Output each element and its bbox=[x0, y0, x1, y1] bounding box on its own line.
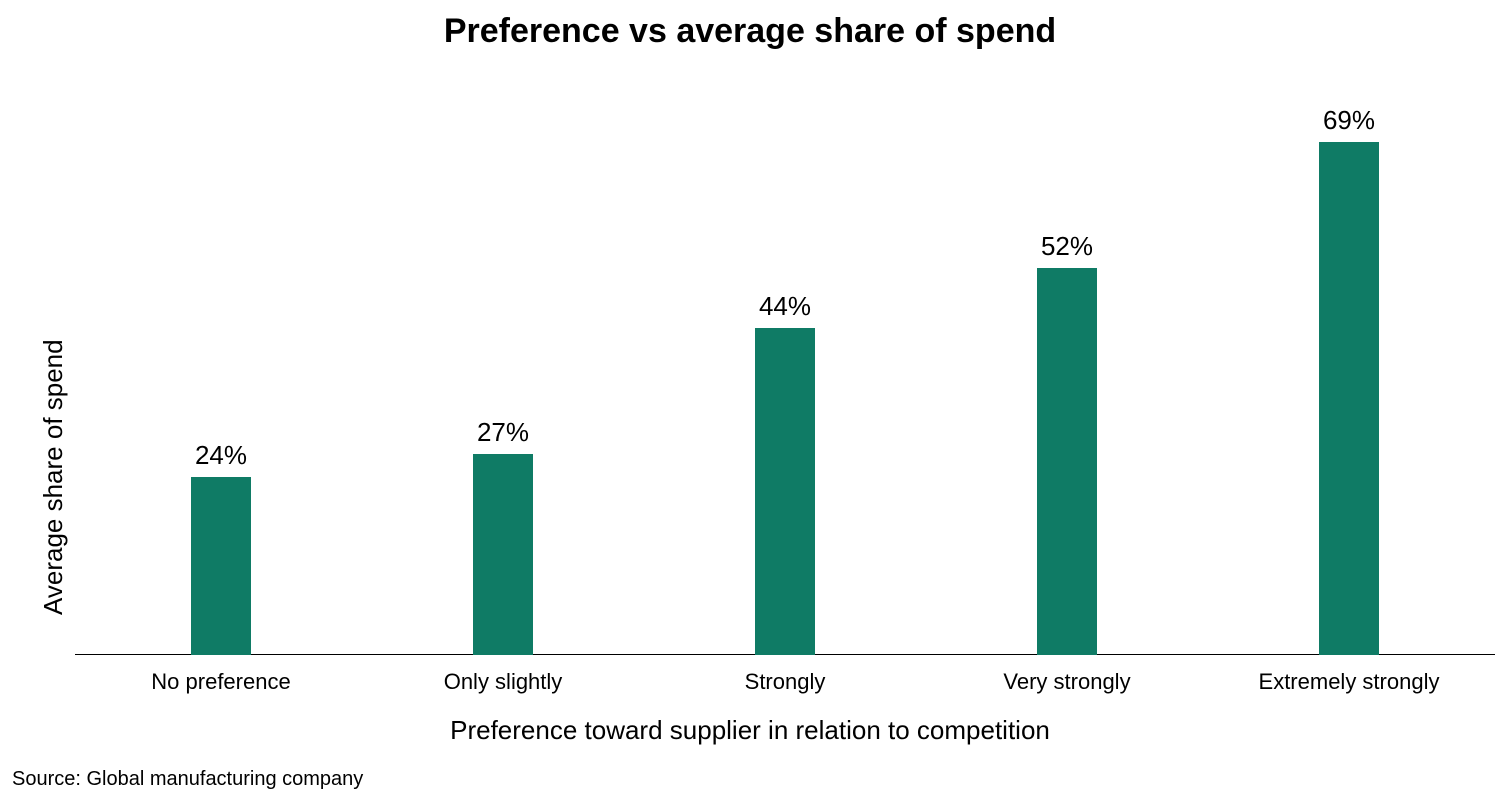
bar bbox=[191, 477, 250, 655]
x-tick-label: Very strongly bbox=[1003, 669, 1130, 695]
x-tick-label: Only slightly bbox=[444, 669, 563, 695]
bar-value-label: 24% bbox=[195, 440, 247, 471]
bar bbox=[1037, 268, 1096, 655]
x-tick-label: No preference bbox=[151, 669, 290, 695]
x-axis-label: Preference toward supplier in relation t… bbox=[0, 715, 1500, 746]
bar-slot: 44%Strongly bbox=[644, 90, 926, 655]
x-tick-label: Strongly bbox=[745, 669, 826, 695]
bars-container: 24%No preference27%Only slightly44%Stron… bbox=[80, 90, 1490, 655]
bar-slot: 24%No preference bbox=[80, 90, 362, 655]
source-text: Source: Global manufacturing company bbox=[12, 768, 363, 791]
bar bbox=[473, 454, 532, 655]
bar-value-label: 27% bbox=[477, 417, 529, 448]
plot-area: 24%No preference27%Only slightly44%Stron… bbox=[80, 90, 1490, 655]
bar-slot: 69%Extremely strongly bbox=[1208, 90, 1490, 655]
bar-value-label: 52% bbox=[1041, 231, 1093, 262]
x-tick-label: Extremely strongly bbox=[1259, 669, 1440, 695]
bar-slot: 52%Very strongly bbox=[926, 90, 1208, 655]
bar-slot: 27%Only slightly bbox=[362, 90, 644, 655]
bar-value-label: 69% bbox=[1323, 105, 1375, 136]
bar-value-label: 44% bbox=[759, 291, 811, 322]
y-axis-label: Average share of spend bbox=[38, 339, 69, 615]
bar bbox=[755, 328, 814, 655]
bar bbox=[1319, 142, 1378, 655]
chart-title: Preference vs average share of spend bbox=[0, 12, 1500, 51]
bar-chart: Preference vs average share of spend Ave… bbox=[0, 0, 1500, 800]
